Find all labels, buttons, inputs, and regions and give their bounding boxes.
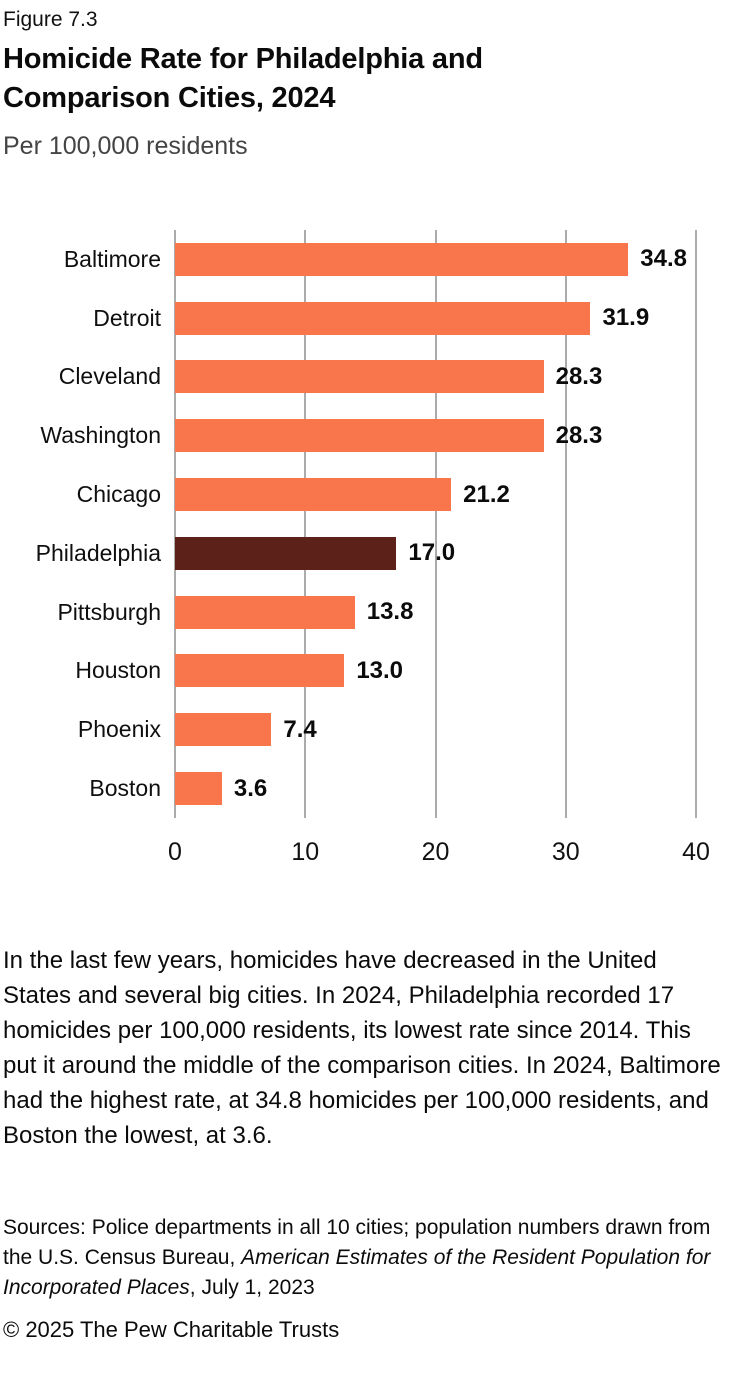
- value-label: 34.8: [640, 245, 687, 273]
- bar-track: 21.2: [175, 478, 729, 512]
- gridline: [304, 230, 307, 818]
- value-label: 28.3: [555, 421, 603, 449]
- chart-row: Pittsburgh 13.8: [3, 583, 729, 642]
- category-label: Baltimore: [63, 245, 161, 272]
- x-tick-label: 10: [291, 838, 320, 866]
- value-label: 3.6: [233, 774, 268, 802]
- x-tick-label: 40: [682, 838, 710, 866]
- bar-philadelphia: [175, 536, 397, 570]
- copyright: © 2025 The Pew Charitable Trusts: [3, 1317, 340, 1342]
- body-text: In the last few years, homicides have de…: [3, 947, 721, 1149]
- chart-row: Baltimore 34.8: [3, 230, 729, 289]
- bar-track: 3.6: [175, 772, 729, 806]
- chart-rows: Baltimore 34.8 Detroit 31.9 Cleveland 28.3 Was…: [3, 230, 729, 818]
- value-label: 28.3: [555, 362, 603, 390]
- sources-date: , July 1, 2023: [189, 1276, 315, 1299]
- chart-title: Homicide Rate for Philadelphia and Compa…: [3, 43, 483, 114]
- category-label: Boston: [89, 775, 161, 802]
- bar-track: 13.8: [175, 595, 729, 629]
- value-label: 7.4: [283, 715, 317, 743]
- chart-row: Phoenix 7.4: [3, 700, 729, 759]
- bar-boston: [175, 772, 222, 806]
- x-tick-label: 30: [551, 838, 580, 866]
- value-label: 13.0: [356, 656, 404, 684]
- x-tick-label: 0: [168, 838, 182, 866]
- gridline: [174, 230, 176, 818]
- chart-row: Philadelphia 17.0: [3, 524, 729, 583]
- category-label: Washington: [40, 422, 161, 449]
- value-label: 17.0: [408, 539, 456, 567]
- chart-subtitle: Per 100,000 residents: [3, 132, 248, 160]
- chart-row: Cleveland 28.3: [3, 348, 729, 407]
- x-axis: 0 10 20 30 40: [3, 818, 729, 875]
- value-label: 13.8: [366, 598, 414, 626]
- bar-pittsburgh: [175, 595, 355, 629]
- chart-row: Chicago 21.2: [3, 465, 729, 524]
- category-label: Chicago: [76, 481, 161, 508]
- bar-cleveland: [175, 360, 544, 394]
- gridline: [434, 230, 437, 818]
- bar-detroit: [175, 301, 591, 335]
- bar-washington: [175, 419, 544, 453]
- category-label: Houston: [75, 657, 161, 684]
- category-label: Pittsburgh: [57, 598, 161, 625]
- value-label: 31.9: [602, 304, 650, 332]
- category-label: Phoenix: [77, 716, 161, 743]
- category-label: Detroit: [93, 304, 161, 331]
- chart-row: Washington 28.3: [3, 406, 729, 465]
- chart-row: Boston 3.6: [3, 759, 729, 818]
- sources-text: Sources: Police departments in all 10 ci…: [3, 1216, 711, 1269]
- gridline: [564, 230, 567, 818]
- bar-track: 34.8: [175, 242, 729, 276]
- chart-row: Houston 13.0: [3, 642, 729, 701]
- bar-chicago: [175, 478, 452, 512]
- figure-label: Figure 7.3: [3, 8, 98, 31]
- gridline: [695, 230, 697, 818]
- bar-baltimore: [175, 242, 629, 276]
- sources-note: Sources: Police departments in all 10 ci…: [3, 1213, 729, 1303]
- category-label: Cleveland: [58, 363, 161, 390]
- bar-phoenix: [175, 713, 272, 747]
- bar-track: 17.0: [175, 536, 729, 570]
- sources-italic-title: American Estimates of the Resident Popul…: [3, 1246, 711, 1299]
- bar-track: 7.4: [175, 713, 729, 747]
- value-label: 21.2: [463, 480, 510, 508]
- bar-track: 31.9: [175, 301, 729, 335]
- bar-track: 13.0: [175, 654, 729, 688]
- x-tick-label: 20: [421, 838, 450, 866]
- bar-track: 28.3: [175, 419, 729, 453]
- chart-row: Detroit 31.9: [3, 289, 729, 348]
- category-label: Philadelphia: [35, 539, 161, 566]
- bar-track: 28.3: [175, 360, 729, 394]
- bar-houston: [175, 654, 345, 688]
- bar-chart: Baltimore 34.8 Detroit 31.9 Cleveland 28.3 Was…: [3, 230, 729, 875]
